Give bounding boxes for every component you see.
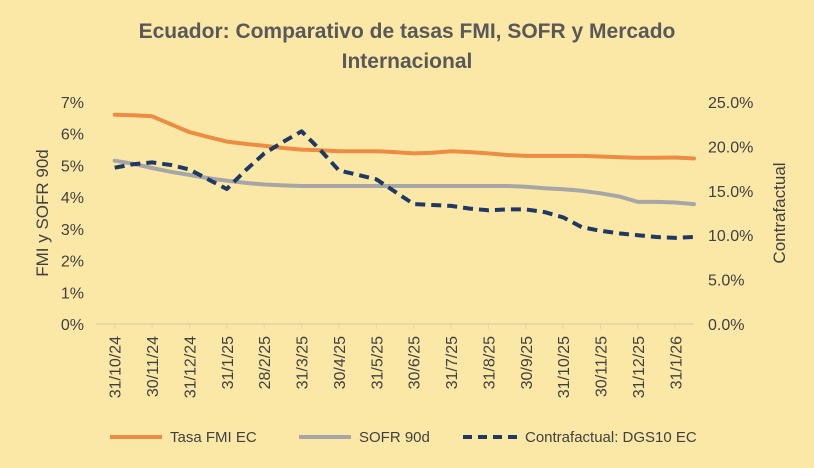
series-lines <box>112 112 696 240</box>
y-axis-right-title: Contrafactual <box>770 162 789 263</box>
x-tick-label: 30/9/25 <box>519 336 536 389</box>
y-right-tick-label: 25.0% <box>708 95 753 112</box>
y-left-tick-label: 7% <box>61 95 84 112</box>
x-tick-label: 31/5/25 <box>369 336 386 389</box>
y-left-tick-label: 5% <box>61 158 84 175</box>
x-tick-label: 31/12/24 <box>182 336 199 398</box>
x-tick-label: 31/10/25 <box>556 336 573 398</box>
y-axis-left-title: FMI y SOFR 90d <box>33 149 52 277</box>
x-tick-label: 31/3/25 <box>295 336 312 389</box>
x-tick-label: 30/11/25 <box>594 336 611 397</box>
series-line-tasa-fmi <box>112 112 696 161</box>
x-tick-label: 30/11/24 <box>145 336 162 397</box>
chart-title-line-1: Ecuador: Comparativo de tasas FMI, SOFR … <box>139 20 676 43</box>
legend: Tasa FMI EC SOFR 90d Contrafactual: DGS1… <box>110 429 697 446</box>
y-right-tick-label: 0.0% <box>708 317 744 334</box>
y-right-tick-label: 5.0% <box>708 273 744 290</box>
x-tick-label: 31/10/24 <box>108 336 125 398</box>
y-right-tick-label: 15.0% <box>708 184 753 201</box>
x-tick-label: 31/1/26 <box>668 336 685 389</box>
legend-label-contrafactual: Contrafactual: DGS10 EC <box>525 429 697 446</box>
x-axis-ticks: 31/10/24 30/11/24 31/12/24 31/1/25 28/2/25 31… <box>108 324 685 398</box>
y-right-tick-label: 20.0% <box>708 139 753 156</box>
y-left-tick-label: 1% <box>61 285 84 302</box>
series-line-contrafactual <box>114 129 695 240</box>
chart-title-line-2: Internacional <box>342 50 473 73</box>
x-tick-label: 31/7/25 <box>444 336 461 389</box>
x-tick-label: 31/8/25 <box>481 336 498 389</box>
y-right-tick-label: 10.0% <box>708 228 753 245</box>
right-axis-ticks: 0.0% 5.0% 10.0% 15.0% 20.0% 25.0% <box>708 95 753 334</box>
left-axis-ticks: 0% 1% 2% 3% 4% 5% 6% 7% <box>61 95 84 334</box>
y-left-tick-label: 3% <box>61 222 84 239</box>
x-tick-label: 28/2/25 <box>257 336 274 389</box>
y-left-tick-label: 0% <box>61 317 84 334</box>
x-tick-label: 30/4/25 <box>332 336 349 389</box>
legend-label-tasa-fmi: Tasa FMI EC <box>170 429 257 446</box>
y-left-tick-label: 4% <box>61 190 84 207</box>
x-tick-label: 30/6/25 <box>407 336 424 389</box>
legend-label-sofr: SOFR 90d <box>359 429 430 446</box>
y-left-tick-label: 2% <box>61 254 84 271</box>
y-left-tick-label: 6% <box>61 127 84 144</box>
x-tick-label: 31/1/25 <box>220 336 237 389</box>
x-tick-label: 31/12/25 <box>631 336 648 398</box>
series-line-sofr <box>112 158 696 207</box>
